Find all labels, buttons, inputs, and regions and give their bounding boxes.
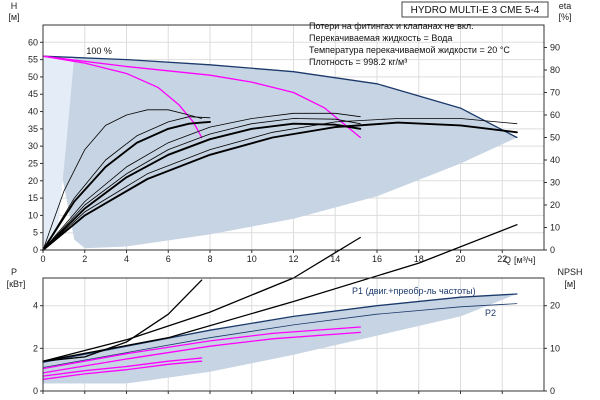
series-line-power-reduced bbox=[42, 331, 361, 374]
x-tick-label: 14 bbox=[330, 254, 340, 264]
flow-axis-name: Q bbox=[504, 255, 511, 265]
series-line-power-reduced bbox=[42, 326, 361, 370]
note-temperature: Температура перекачиваемой жидкости = 20… bbox=[309, 45, 510, 55]
series-line-eta bbox=[42, 118, 361, 251]
series-line-power-reduced bbox=[42, 360, 203, 380]
y-tick-label: 20 bbox=[28, 176, 38, 186]
y-tick-label: 2 bbox=[33, 343, 38, 353]
head-chart-ticks: 0 2 4 6 8 10 12 14 16 18 20 22 0 5 10 15 20 25 30 35 40 45 50 5… bbox=[28, 37, 560, 264]
series-line-power-reduced bbox=[42, 357, 203, 377]
y-tick-label: 35 bbox=[28, 124, 38, 134]
note-fittings: Потери на фитингах и клапанах не вкл. bbox=[309, 21, 474, 31]
operating-envelope bbox=[43, 56, 517, 249]
legend-p2: P2 bbox=[485, 308, 496, 318]
y2-tick-label: 50 bbox=[550, 133, 560, 143]
header-title: HYDRO MULTI-E 3 CME 5-4 bbox=[411, 5, 540, 16]
series-line-eta bbox=[42, 112, 361, 251]
legend-p1: P1 (двиг.+преобр-ль частоты) bbox=[352, 286, 476, 296]
series-line-eta bbox=[42, 116, 211, 251]
y2-tick-label: 20 bbox=[550, 301, 560, 311]
y2-tick-label: 0 bbox=[550, 245, 555, 255]
y2-tick-label: 70 bbox=[550, 88, 560, 98]
y-tick-label: 45 bbox=[28, 89, 38, 99]
npsh-axis-name: NPSH bbox=[557, 267, 582, 277]
series-line-head-limit bbox=[42, 55, 361, 139]
y-tick-label: 5 bbox=[33, 228, 38, 238]
x-tick-label: 12 bbox=[288, 254, 298, 264]
npsh-axis-unit: [м] bbox=[564, 279, 575, 289]
x-tick-label: 16 bbox=[372, 254, 382, 264]
y2-tick-label: 60 bbox=[550, 110, 560, 120]
y-tick-label: 0 bbox=[33, 386, 38, 396]
y-tick-label: 30 bbox=[28, 141, 38, 151]
note-liquid: Перекачиваемая жидкость = Вода bbox=[309, 33, 452, 43]
x-tick-label: 4 bbox=[124, 254, 129, 264]
y-tick-label: 10 bbox=[28, 210, 38, 220]
head-chart-series bbox=[42, 55, 518, 251]
y2-tick-label: 30 bbox=[550, 178, 560, 188]
y-tick-label: 50 bbox=[28, 72, 38, 82]
flow-axis-unit: [м³/ч] bbox=[514, 255, 535, 265]
y2-tick-label: 10 bbox=[550, 343, 560, 353]
series-line-eta bbox=[42, 109, 203, 251]
series-line-head-limit bbox=[42, 55, 203, 139]
x-tick-label: 6 bbox=[166, 254, 171, 264]
y2-tick-label: 0 bbox=[550, 386, 555, 396]
note-density: Плотность = 998.2 кг/м³ bbox=[309, 57, 407, 67]
y2-tick-label: 10 bbox=[550, 223, 560, 233]
y-tick-label: 15 bbox=[28, 193, 38, 203]
y2-tick-label: 40 bbox=[550, 155, 560, 165]
header-box bbox=[401, 1, 549, 18]
head-axis-unit: [м] bbox=[8, 12, 19, 22]
series-line-npsh bbox=[42, 236, 361, 362]
y-tick-label: 40 bbox=[28, 107, 38, 117]
series-line-npsh bbox=[42, 224, 518, 362]
x-tick-label: 18 bbox=[414, 254, 424, 264]
eta-axis-name: eta bbox=[559, 1, 572, 11]
min-flow-region bbox=[43, 56, 75, 251]
x-tick-label: 10 bbox=[247, 254, 257, 264]
x-tick-label: 0 bbox=[40, 254, 45, 264]
y2-tick-label: 20 bbox=[550, 200, 560, 210]
x-tick-label: 8 bbox=[207, 254, 212, 264]
y2-tick-label: 90 bbox=[550, 43, 560, 53]
series-line-eta bbox=[42, 118, 518, 251]
y-tick-label: 25 bbox=[28, 158, 38, 168]
y-tick-label: 0 bbox=[33, 245, 38, 255]
y-tick-label: 4 bbox=[33, 301, 38, 311]
power-axis-name: P bbox=[11, 267, 17, 277]
series-line-power bbox=[42, 303, 518, 368]
x-tick-label: 2 bbox=[82, 254, 87, 264]
power-chart-series bbox=[42, 224, 518, 380]
head-chart: 0 2 4 6 8 10 12 14 16 18 20 22 0 5 10 15 20 25 30 35 40 45 50 5… bbox=[8, 1, 571, 265]
y-tick-label: 55 bbox=[28, 55, 38, 65]
head-chart-envelope bbox=[43, 56, 517, 251]
speed-label: 100 % bbox=[86, 46, 112, 56]
series-line-eta bbox=[42, 120, 211, 251]
y2-tick-label: 80 bbox=[550, 65, 560, 75]
y-tick-label: 60 bbox=[28, 37, 38, 47]
series-line-head-max bbox=[42, 55, 518, 139]
series-line-eta bbox=[42, 121, 518, 251]
eta-axis-unit: [%] bbox=[558, 12, 571, 22]
x-tick-label: 20 bbox=[455, 254, 465, 264]
power-chart-ticks: 0 2 4 0 10 20 bbox=[33, 301, 560, 396]
x-tick-label: 22 bbox=[497, 254, 507, 264]
series-line-npsh bbox=[42, 279, 203, 362]
power-axis-unit: [кВт] bbox=[7, 279, 26, 289]
head-axis-name: H bbox=[11, 1, 18, 11]
